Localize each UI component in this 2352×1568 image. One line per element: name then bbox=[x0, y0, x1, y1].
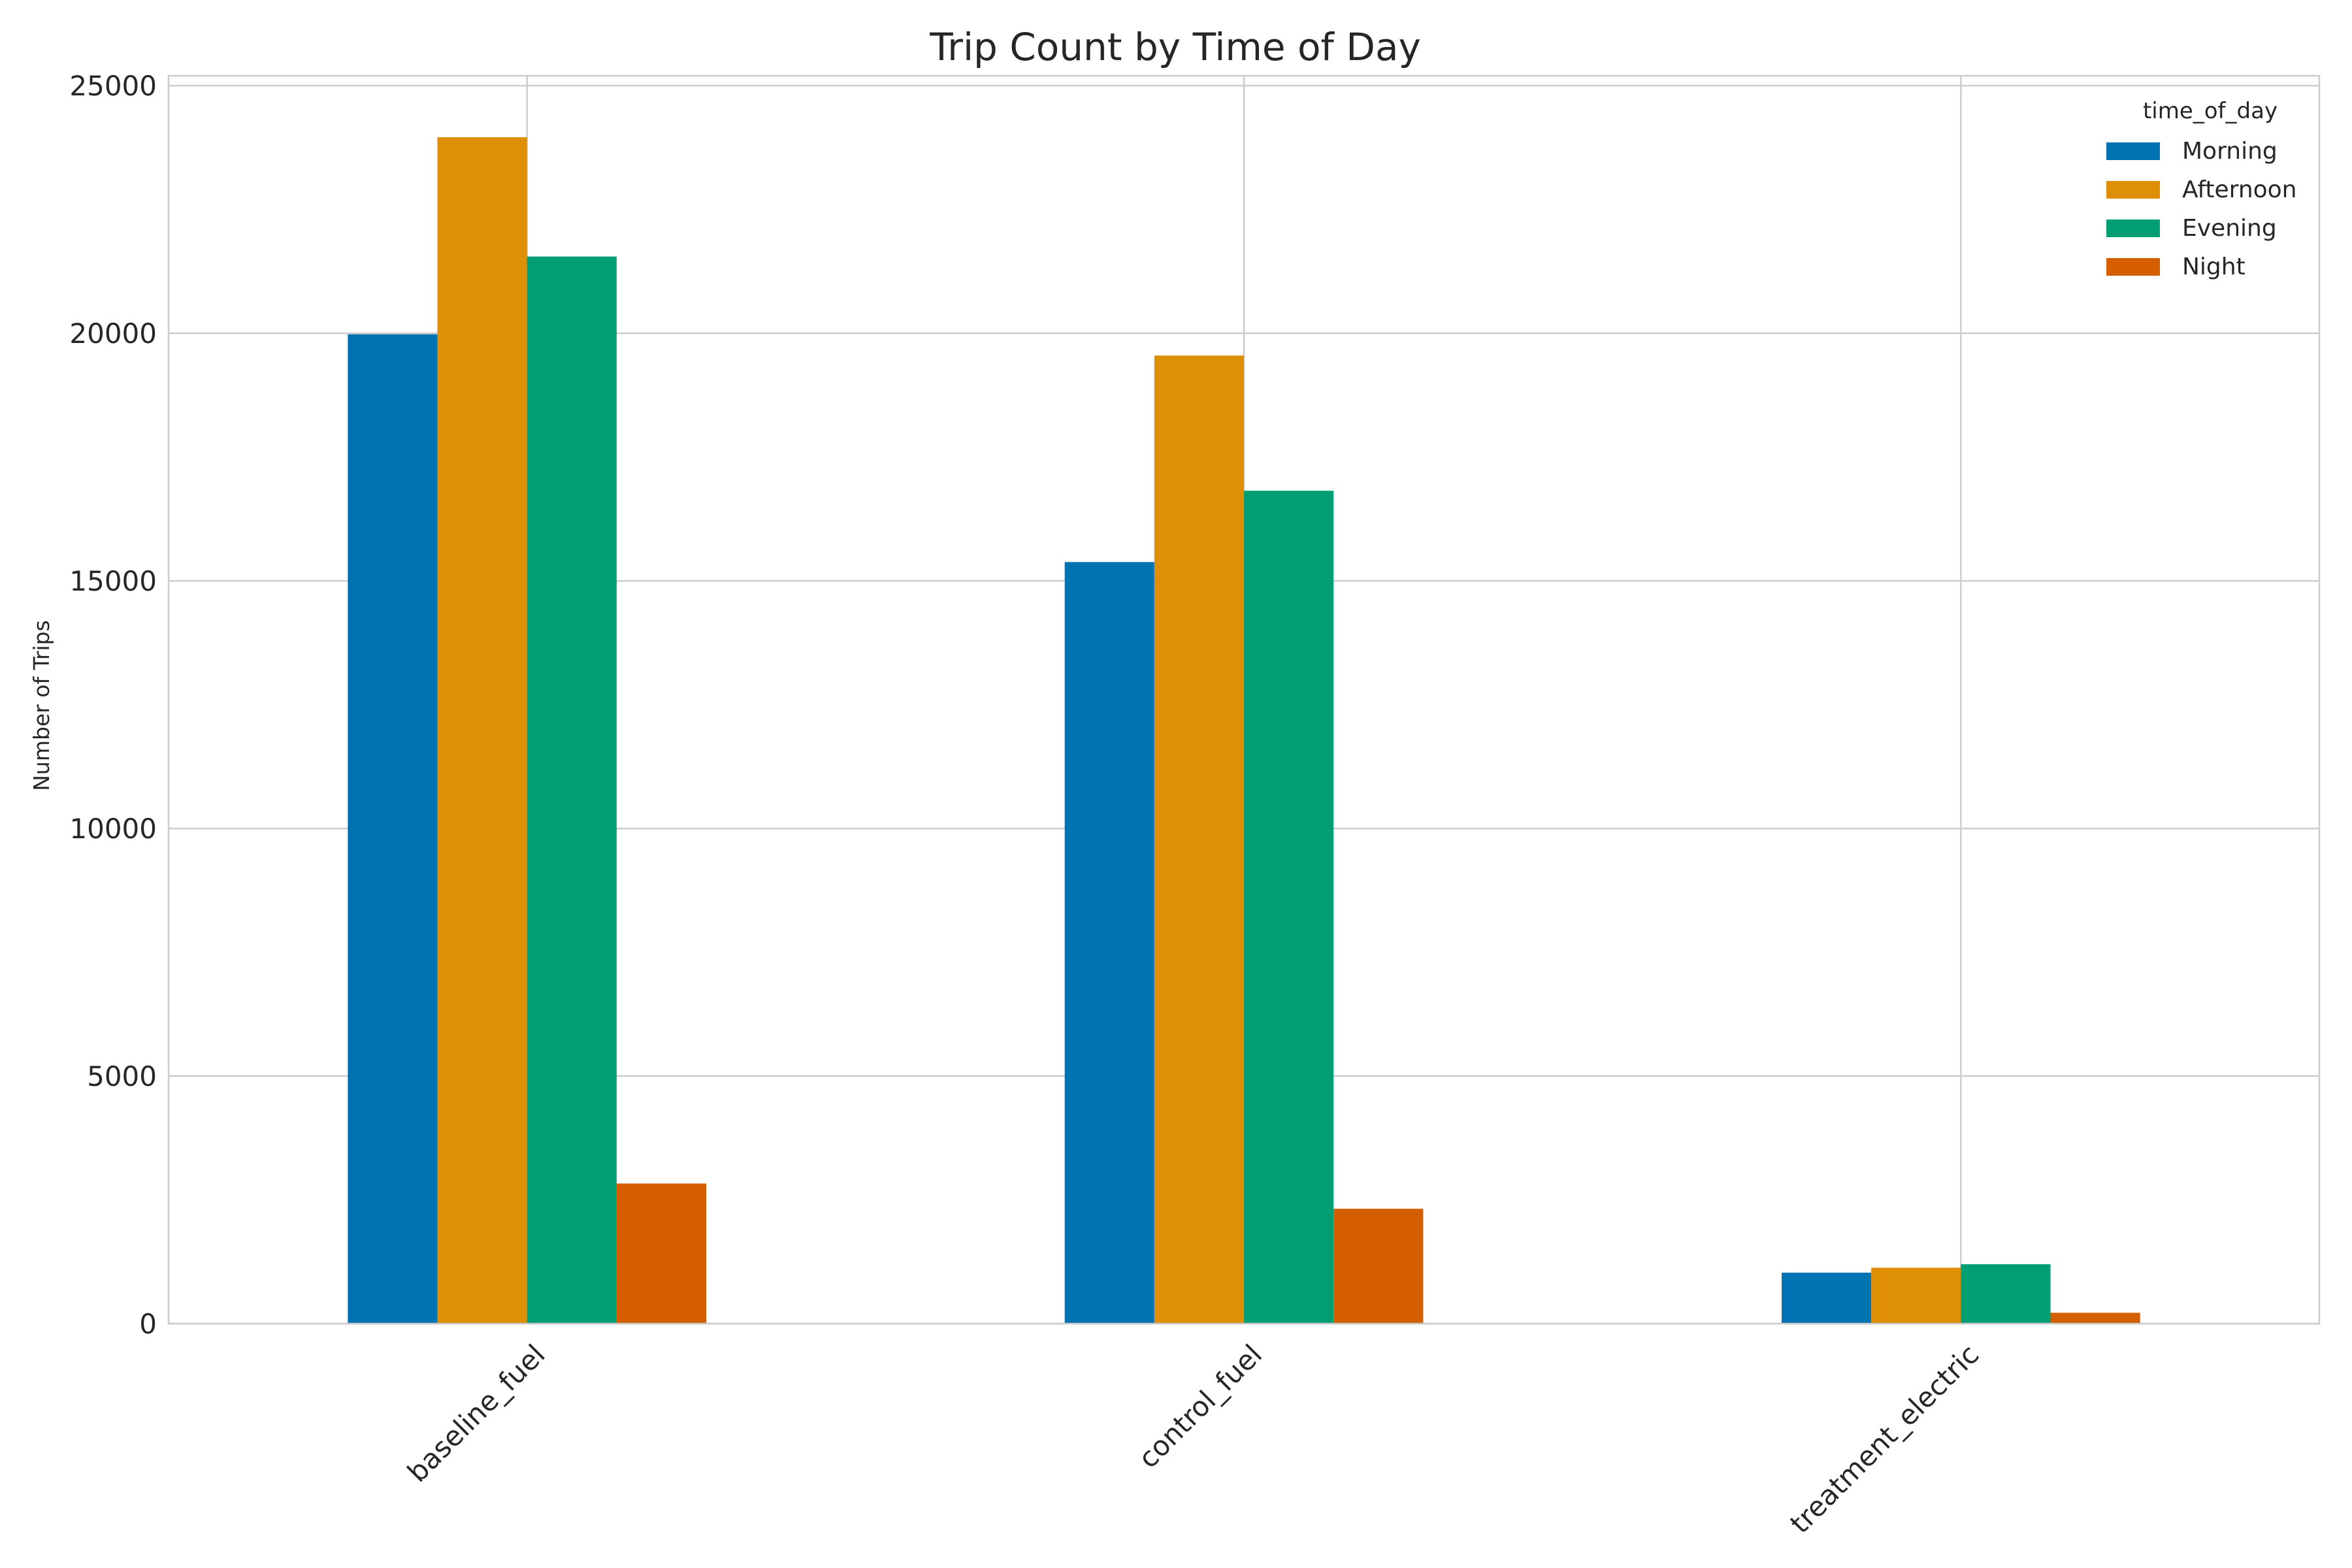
legend-label-morning: Morning bbox=[2182, 138, 2278, 165]
bar-morning-treatment_electric[interactable] bbox=[1782, 1272, 1872, 1324]
bar-afternoon-control_fuel[interactable] bbox=[1154, 355, 1244, 1324]
y-axis-label: Number of Trips bbox=[29, 620, 54, 791]
y-tick-labels: 0 5000 10000 15000 20000 25000 bbox=[69, 70, 157, 1340]
bar-afternoon-treatment_electric[interactable] bbox=[1871, 1267, 1961, 1324]
legend-title: time_of_day bbox=[2143, 98, 2278, 124]
y-tick-label: 10000 bbox=[69, 813, 157, 845]
bar-evening-baseline_fuel[interactable] bbox=[527, 256, 617, 1324]
legend-label-evening: Evening bbox=[2182, 215, 2277, 242]
legend-swatch-morning bbox=[2106, 142, 2160, 160]
legend-swatch-night bbox=[2106, 258, 2160, 276]
bar-night-baseline_fuel[interactable] bbox=[616, 1183, 706, 1324]
y-tick-label: 5000 bbox=[87, 1060, 157, 1092]
axes-frame bbox=[167, 74, 2321, 1325]
bar-afternoon-baseline_fuel[interactable] bbox=[437, 137, 527, 1324]
bar-evening-control_fuel[interactable] bbox=[1244, 491, 1334, 1324]
legend-items: Morning Afternoon Evening Night bbox=[2106, 138, 2297, 280]
bar-night-control_fuel[interactable] bbox=[1333, 1209, 1424, 1324]
bar-morning-control_fuel[interactable] bbox=[1064, 562, 1154, 1324]
legend-swatch-evening bbox=[2106, 220, 2160, 237]
bar-morning-baseline_fuel[interactable] bbox=[348, 334, 438, 1324]
y-tick-label: 20000 bbox=[69, 318, 157, 350]
y-tick-label: 25000 bbox=[69, 70, 157, 102]
legend[interactable]: time_of_day Morning Afternoon Evening Night bbox=[2106, 98, 2297, 280]
bars bbox=[348, 137, 2140, 1324]
chart-title: Trip Count by Time of Day bbox=[929, 25, 1421, 69]
y-tick-label: 15000 bbox=[69, 565, 157, 597]
bar-evening-treatment_electric[interactable] bbox=[1961, 1264, 2051, 1324]
bar-night-treatment_electric[interactable] bbox=[2050, 1313, 2140, 1324]
y-tick-label: 0 bbox=[139, 1308, 157, 1340]
legend-label-afternoon: Afternoon bbox=[2182, 176, 2297, 203]
legend-label-night: Night bbox=[2182, 253, 2246, 280]
legend-swatch-afternoon bbox=[2106, 181, 2160, 199]
